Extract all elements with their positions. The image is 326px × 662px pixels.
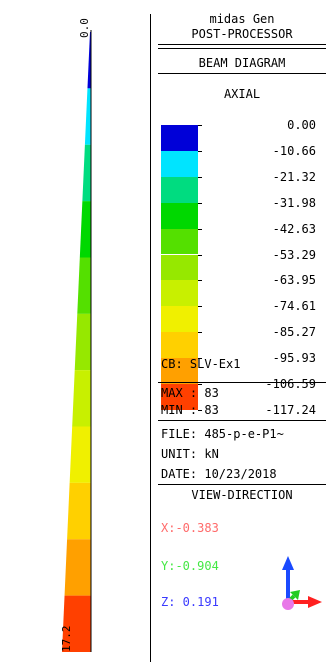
diagram-segment bbox=[74, 313, 91, 371]
view-z-component: Z: 0.191 bbox=[161, 595, 219, 609]
view-direction-title: VIEW-DIRECTION bbox=[191, 488, 293, 502]
diagram-segment bbox=[82, 144, 91, 202]
legend-swatch bbox=[161, 280, 198, 307]
legend-value: -106.59 bbox=[265, 377, 316, 391]
view-x-component: X:-0.383 bbox=[161, 521, 219, 535]
legend-tick bbox=[198, 228, 202, 230]
min-element: MIN : 83 bbox=[161, 403, 219, 417]
module-title: POST-PROCESSOR bbox=[191, 27, 293, 41]
legend-value: -63.95 bbox=[272, 273, 316, 288]
axial-force-diagram bbox=[62, 30, 92, 652]
legend-swatch bbox=[161, 306, 198, 333]
date-label: DATE: 10/23/2018 bbox=[161, 467, 277, 481]
legend-swatch bbox=[161, 332, 198, 359]
legend-tick bbox=[198, 332, 202, 334]
top-value-label: 0.0 bbox=[78, 18, 91, 38]
legend-value: -10.66 bbox=[272, 143, 316, 158]
diagram-segment bbox=[77, 257, 91, 314]
legend-value: -74.61 bbox=[272, 299, 316, 314]
diagram-segment bbox=[87, 32, 91, 89]
legend-value: -95.93 bbox=[272, 351, 316, 366]
panel-divider bbox=[150, 14, 151, 662]
legend-swatch bbox=[161, 125, 198, 151]
legend-swatch bbox=[161, 150, 198, 177]
diagram-segment bbox=[64, 539, 91, 596]
legend-value: -53.29 bbox=[272, 247, 316, 262]
divider bbox=[158, 48, 326, 49]
legend-tick bbox=[198, 254, 202, 256]
legend-value: -117.24 bbox=[265, 402, 316, 417]
legend-tick bbox=[198, 202, 202, 204]
load-combination: CB: SLV-Ex1 bbox=[161, 357, 241, 371]
file-name: FILE: 485-p-e-P1~ bbox=[161, 427, 284, 441]
diagram-segment bbox=[69, 426, 91, 483]
view-y-component: Y:-0.904 bbox=[161, 559, 219, 573]
bottom-value-label: 17.2 bbox=[60, 625, 73, 653]
diagram-segment bbox=[62, 595, 91, 652]
legend-value: -31.98 bbox=[272, 195, 316, 210]
unit-label: UNIT: kN bbox=[161, 447, 219, 461]
legend-swatch bbox=[161, 228, 198, 255]
diagram-segment bbox=[72, 370, 91, 427]
divider bbox=[158, 420, 326, 421]
divider bbox=[158, 484, 326, 485]
legend-tick bbox=[198, 409, 202, 411]
legend-swatch bbox=[161, 176, 198, 203]
max-element: MAX : 83 bbox=[161, 386, 219, 400]
legend-value: -21.32 bbox=[272, 169, 316, 184]
legend-swatch bbox=[161, 202, 198, 229]
legend-tick bbox=[198, 384, 202, 385]
legend-swatch bbox=[161, 358, 198, 384]
result-type: AXIAL bbox=[223, 87, 261, 101]
legend-tick bbox=[198, 125, 202, 126]
divider bbox=[158, 382, 326, 383]
legend-value: -85.27 bbox=[272, 325, 316, 340]
diagram-segment bbox=[84, 88, 91, 145]
app-name: midas Gen bbox=[209, 12, 275, 26]
legend-value: 0.00 bbox=[287, 118, 316, 132]
legend-tick bbox=[198, 176, 202, 178]
axes-triad-icon bbox=[282, 556, 322, 610]
diagram-segments bbox=[62, 32, 91, 652]
legend-tick bbox=[198, 306, 202, 308]
legend-tick bbox=[198, 150, 202, 152]
divider bbox=[158, 44, 326, 45]
legend-tick bbox=[198, 280, 202, 282]
diagram-segment bbox=[67, 482, 91, 540]
legend-swatch bbox=[161, 384, 198, 410]
legend-tick bbox=[198, 358, 202, 360]
divider bbox=[158, 73, 326, 74]
diagram-segment bbox=[79, 201, 91, 258]
diagram-type: BEAM DIAGRAM bbox=[198, 56, 286, 70]
legend-swatch bbox=[161, 254, 198, 281]
legend-value: -42.63 bbox=[272, 221, 316, 236]
